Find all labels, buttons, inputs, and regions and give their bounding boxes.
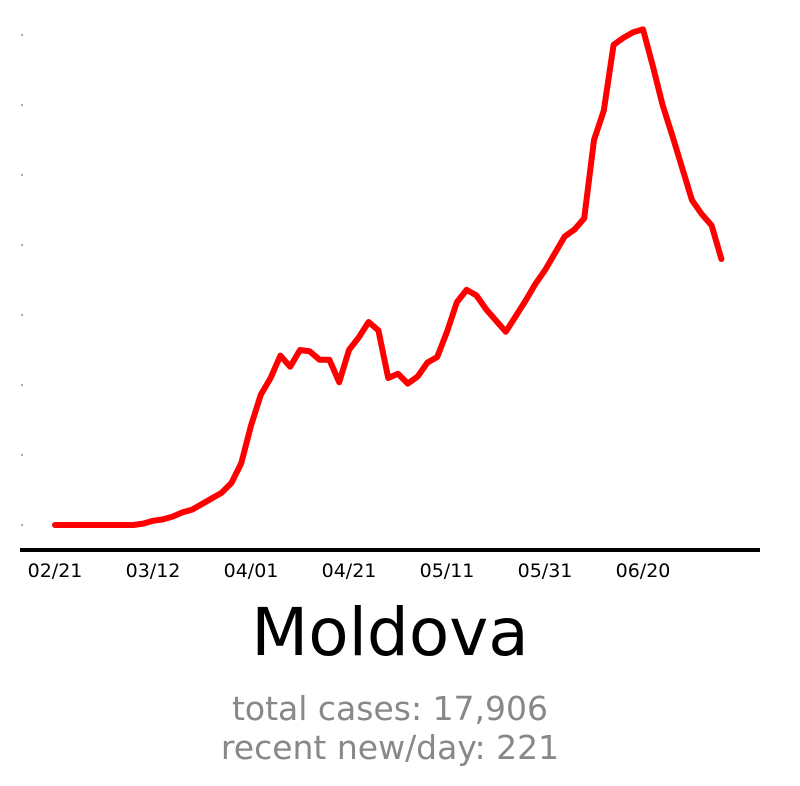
subtitle: recent new/day: 221 bbox=[221, 728, 559, 767]
x-tick-label: 05/31 bbox=[518, 560, 573, 582]
x-tick-label: 05/11 bbox=[420, 560, 475, 582]
chart-title: Moldova bbox=[251, 594, 528, 671]
x-tick-label: 06/20 bbox=[616, 560, 671, 582]
x-tick-label: 03/12 bbox=[126, 560, 181, 582]
data-line bbox=[52, 26, 725, 528]
x-tick-label: 04/01 bbox=[224, 560, 279, 582]
subtitle: total cases: 17,906 bbox=[232, 689, 548, 728]
x-tick-label: 02/21 bbox=[28, 560, 83, 582]
x-tick-label: 04/21 bbox=[322, 560, 377, 582]
